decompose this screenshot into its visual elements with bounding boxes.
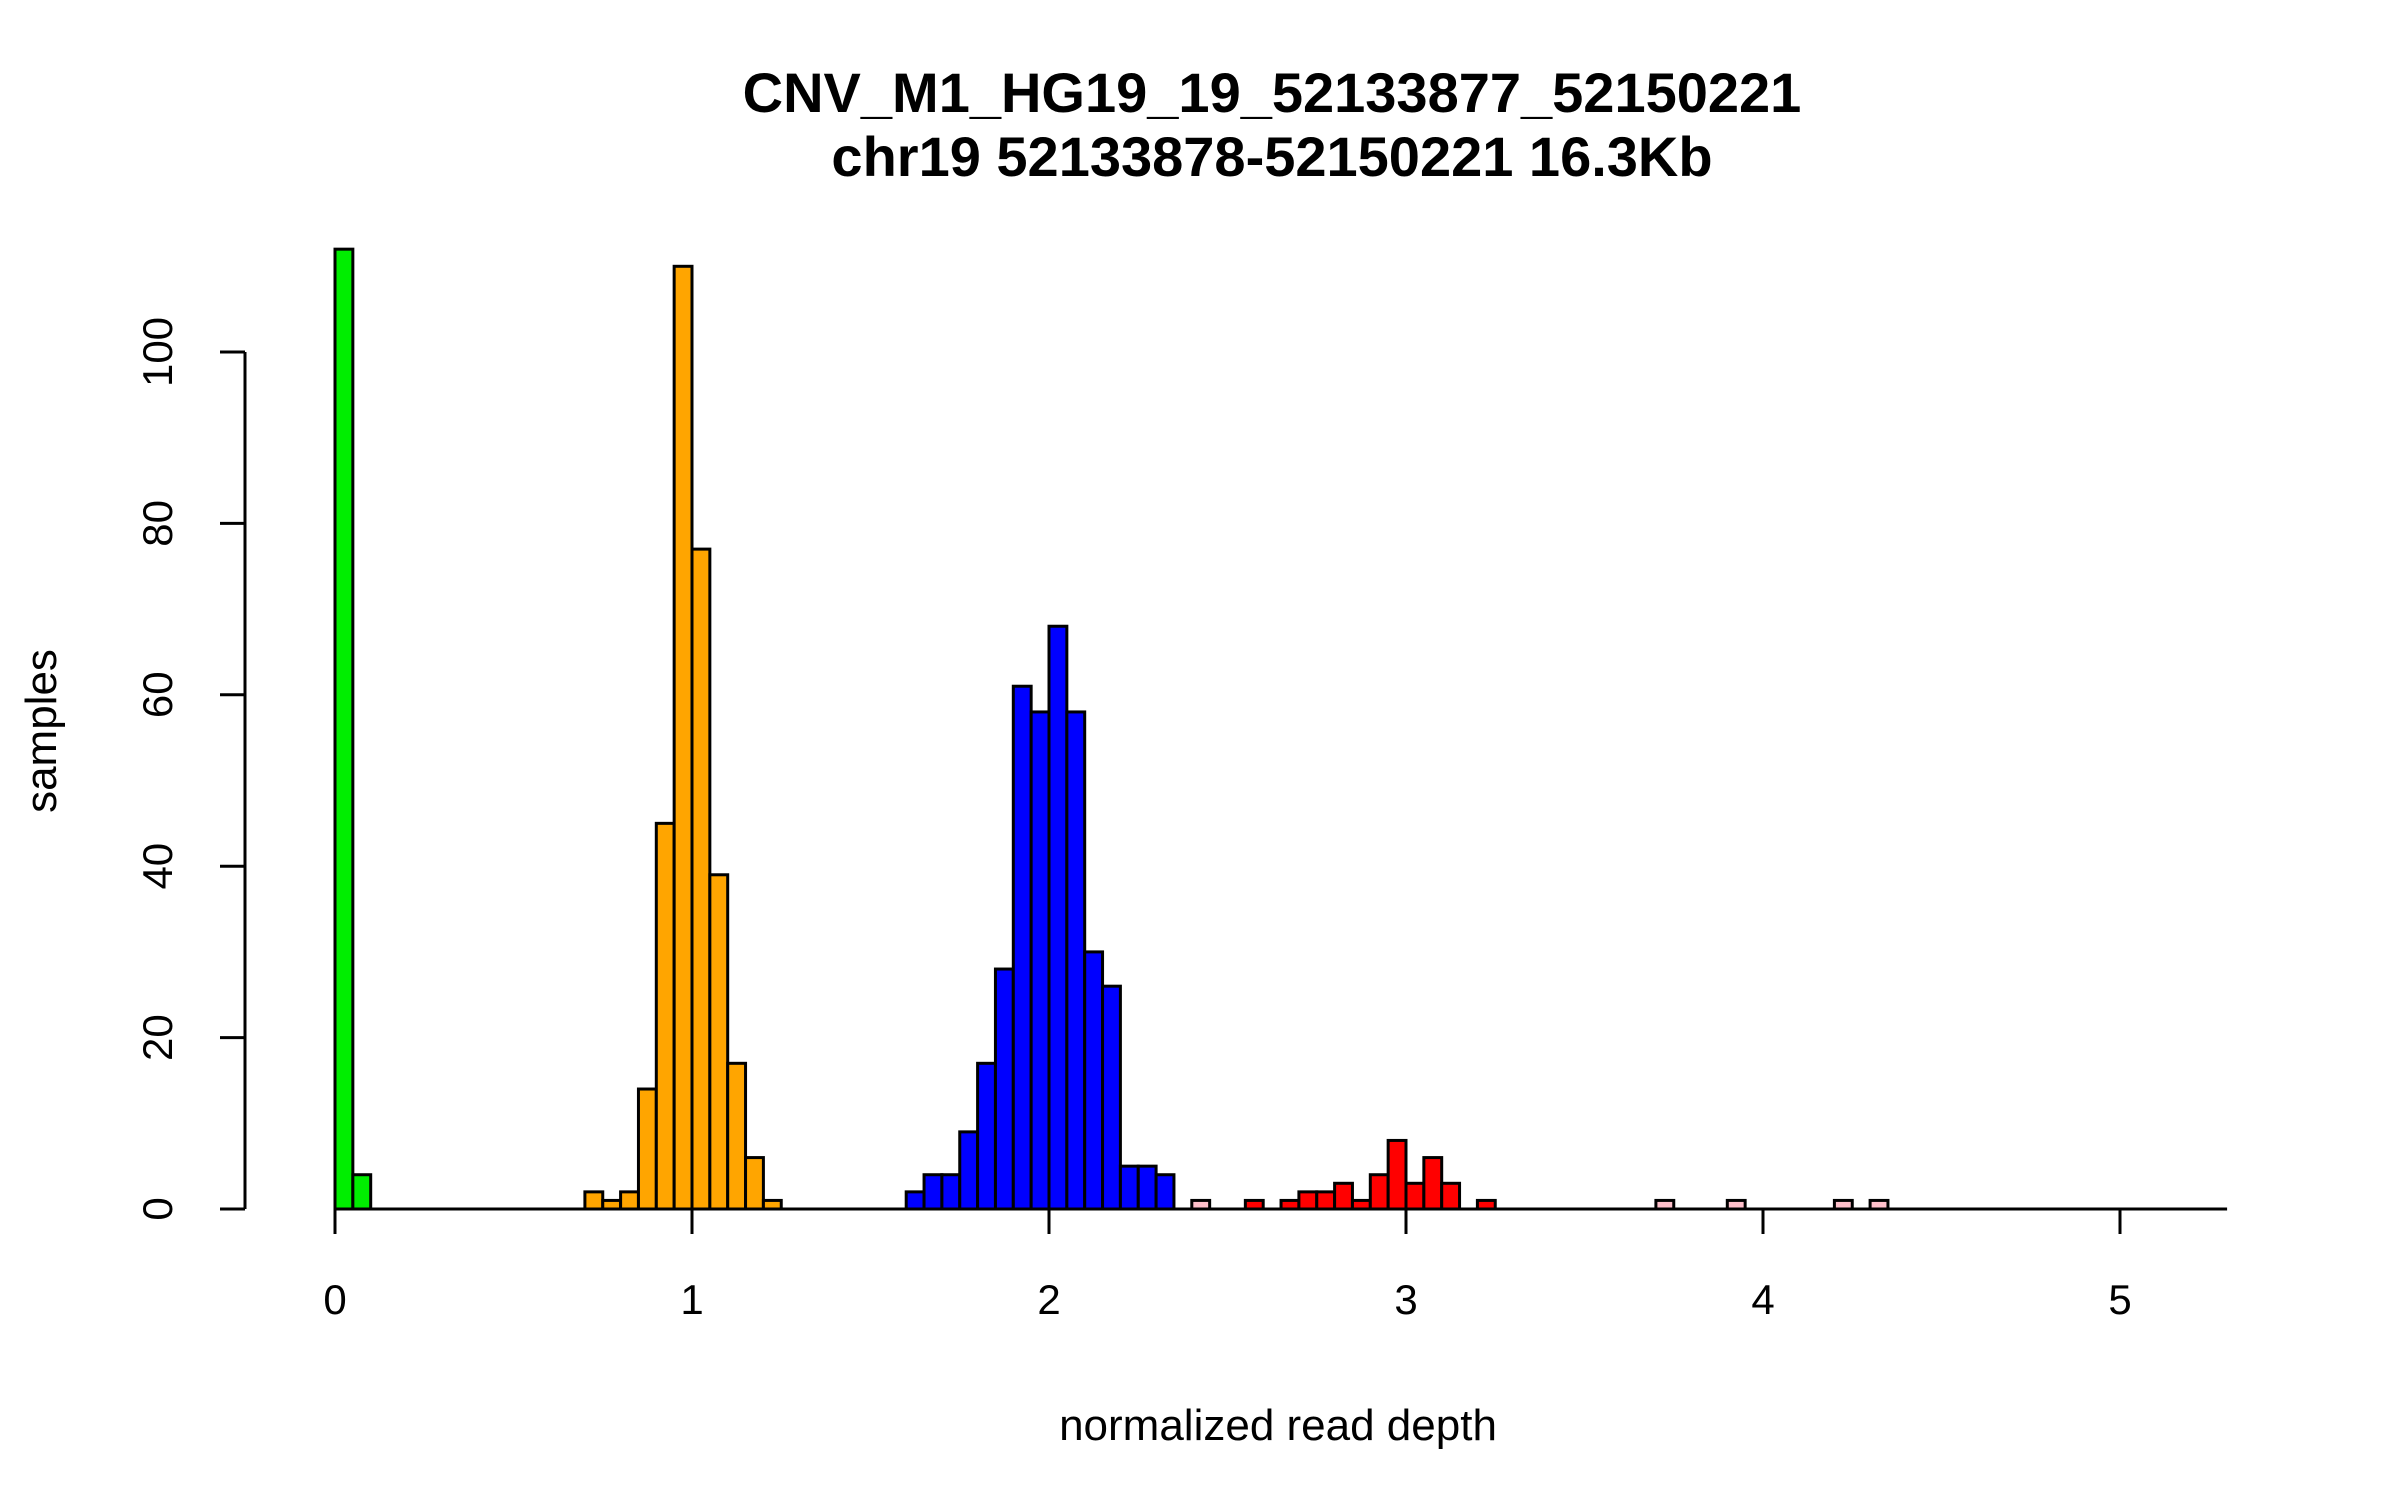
histogram-bar xyxy=(690,547,712,1211)
chart-title: CNV_M1_HG19_19_52133877_52150221 xyxy=(743,61,1802,124)
y-tick-label: 0 xyxy=(134,1197,181,1220)
histogram-bar xyxy=(976,1061,997,1211)
histogram-bar xyxy=(1368,1173,1390,1211)
y-tick-label: 40 xyxy=(134,843,181,890)
x-tick-label: 1 xyxy=(680,1276,703,1323)
histogram-bar xyxy=(1136,1164,1158,1211)
histogram-bars xyxy=(333,247,1890,1211)
histogram-bar xyxy=(351,1173,373,1211)
x-tick-label: 3 xyxy=(1394,1276,1417,1323)
y-tick-label: 80 xyxy=(134,500,181,547)
histogram-bar xyxy=(1404,1181,1426,1211)
y-axis-ticks: 0 20 40 60 80 100 xyxy=(134,317,245,1221)
histogram-bar xyxy=(1047,624,1069,1211)
histogram-bar xyxy=(708,873,730,1211)
histogram-bar xyxy=(993,967,1015,1211)
histogram-bar xyxy=(636,1087,658,1211)
histogram-bar xyxy=(1011,684,1033,1211)
histogram-bar xyxy=(1083,950,1105,1211)
x-axis-label: normalized read depth xyxy=(1059,1401,1497,1450)
histogram-bar xyxy=(726,1061,748,1211)
y-axis-label: samples xyxy=(17,649,66,813)
x-tick-label: 0 xyxy=(323,1276,346,1323)
x-tick-label: 2 xyxy=(1037,1276,1060,1323)
histogram-bar xyxy=(1118,1164,1140,1211)
histogram-bar xyxy=(1065,710,1087,1211)
histogram-bar xyxy=(583,1190,605,1211)
histogram-bar xyxy=(1315,1190,1337,1211)
histogram-bar xyxy=(958,1130,980,1211)
histogram-bar xyxy=(1297,1190,1319,1211)
histogram-bar xyxy=(1333,1181,1354,1211)
histogram-bar xyxy=(619,1190,640,1211)
histogram-bar xyxy=(1029,710,1051,1211)
histogram-bar xyxy=(333,247,355,1211)
x-tick-label: 5 xyxy=(2108,1276,2131,1323)
y-tick-label: 100 xyxy=(134,317,181,387)
histogram-bar xyxy=(672,264,694,1211)
histogram-bar xyxy=(1440,1181,1462,1211)
x-tick-label: 4 xyxy=(1751,1276,1774,1323)
histogram-bar xyxy=(1154,1173,1176,1211)
histogram-bar xyxy=(940,1173,962,1211)
histogram-bar xyxy=(744,1156,765,1211)
x-axis-ticks: 0 1 2 3 4 5 xyxy=(323,1209,2132,1323)
histogram-bar xyxy=(1422,1156,1444,1211)
histogram-bar xyxy=(904,1190,926,1211)
histogram-bar xyxy=(1101,984,1122,1211)
chart-subtitle: chr19 52133878-52150221 16.3Kb xyxy=(831,125,1712,188)
histogram-bar xyxy=(1386,1138,1408,1211)
histogram-bar xyxy=(654,821,676,1211)
histogram-bar xyxy=(922,1173,944,1211)
y-tick-label: 20 xyxy=(134,1014,181,1061)
y-tick-label: 60 xyxy=(134,671,181,718)
